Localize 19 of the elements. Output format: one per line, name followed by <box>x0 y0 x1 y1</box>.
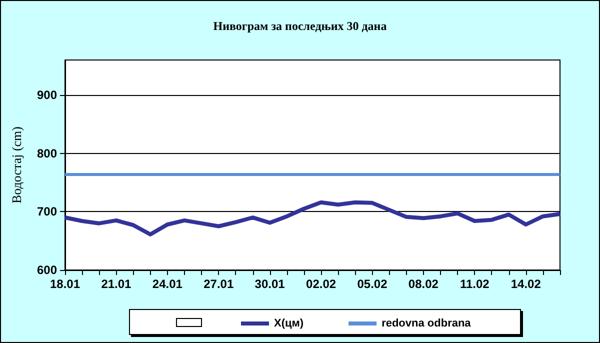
x-tick-label: 27.01 <box>204 277 234 291</box>
line-series <box>63 200 562 236</box>
x-tick-label: 30.01 <box>254 277 286 291</box>
x-tick-label: 11.02 <box>460 277 490 291</box>
x-tick-label: 21.01 <box>101 277 132 291</box>
y-axis-title: Водостај (cm) <box>9 126 24 204</box>
x-tick-label: 18.01 <box>50 277 80 291</box>
legend-label: X(цм) <box>274 318 304 330</box>
y-tick-label: 900 <box>36 88 58 102</box>
chart-title: Нивограм за последњих 30 дана <box>213 19 387 33</box>
y-tick-label: 600 <box>36 263 58 277</box>
x-tick-label: 14.02 <box>510 277 542 291</box>
legend-label: redovna odbrana <box>382 318 472 330</box>
x-tick-label: 02.02 <box>306 277 336 291</box>
x-tick-label: 05.02 <box>357 277 388 291</box>
y-tick-label: 800 <box>36 146 58 160</box>
y-tick-label: 700 <box>36 204 58 219</box>
x-tick-label: 08.02 <box>408 277 439 291</box>
x-tick-label: 24.01 <box>152 277 183 291</box>
